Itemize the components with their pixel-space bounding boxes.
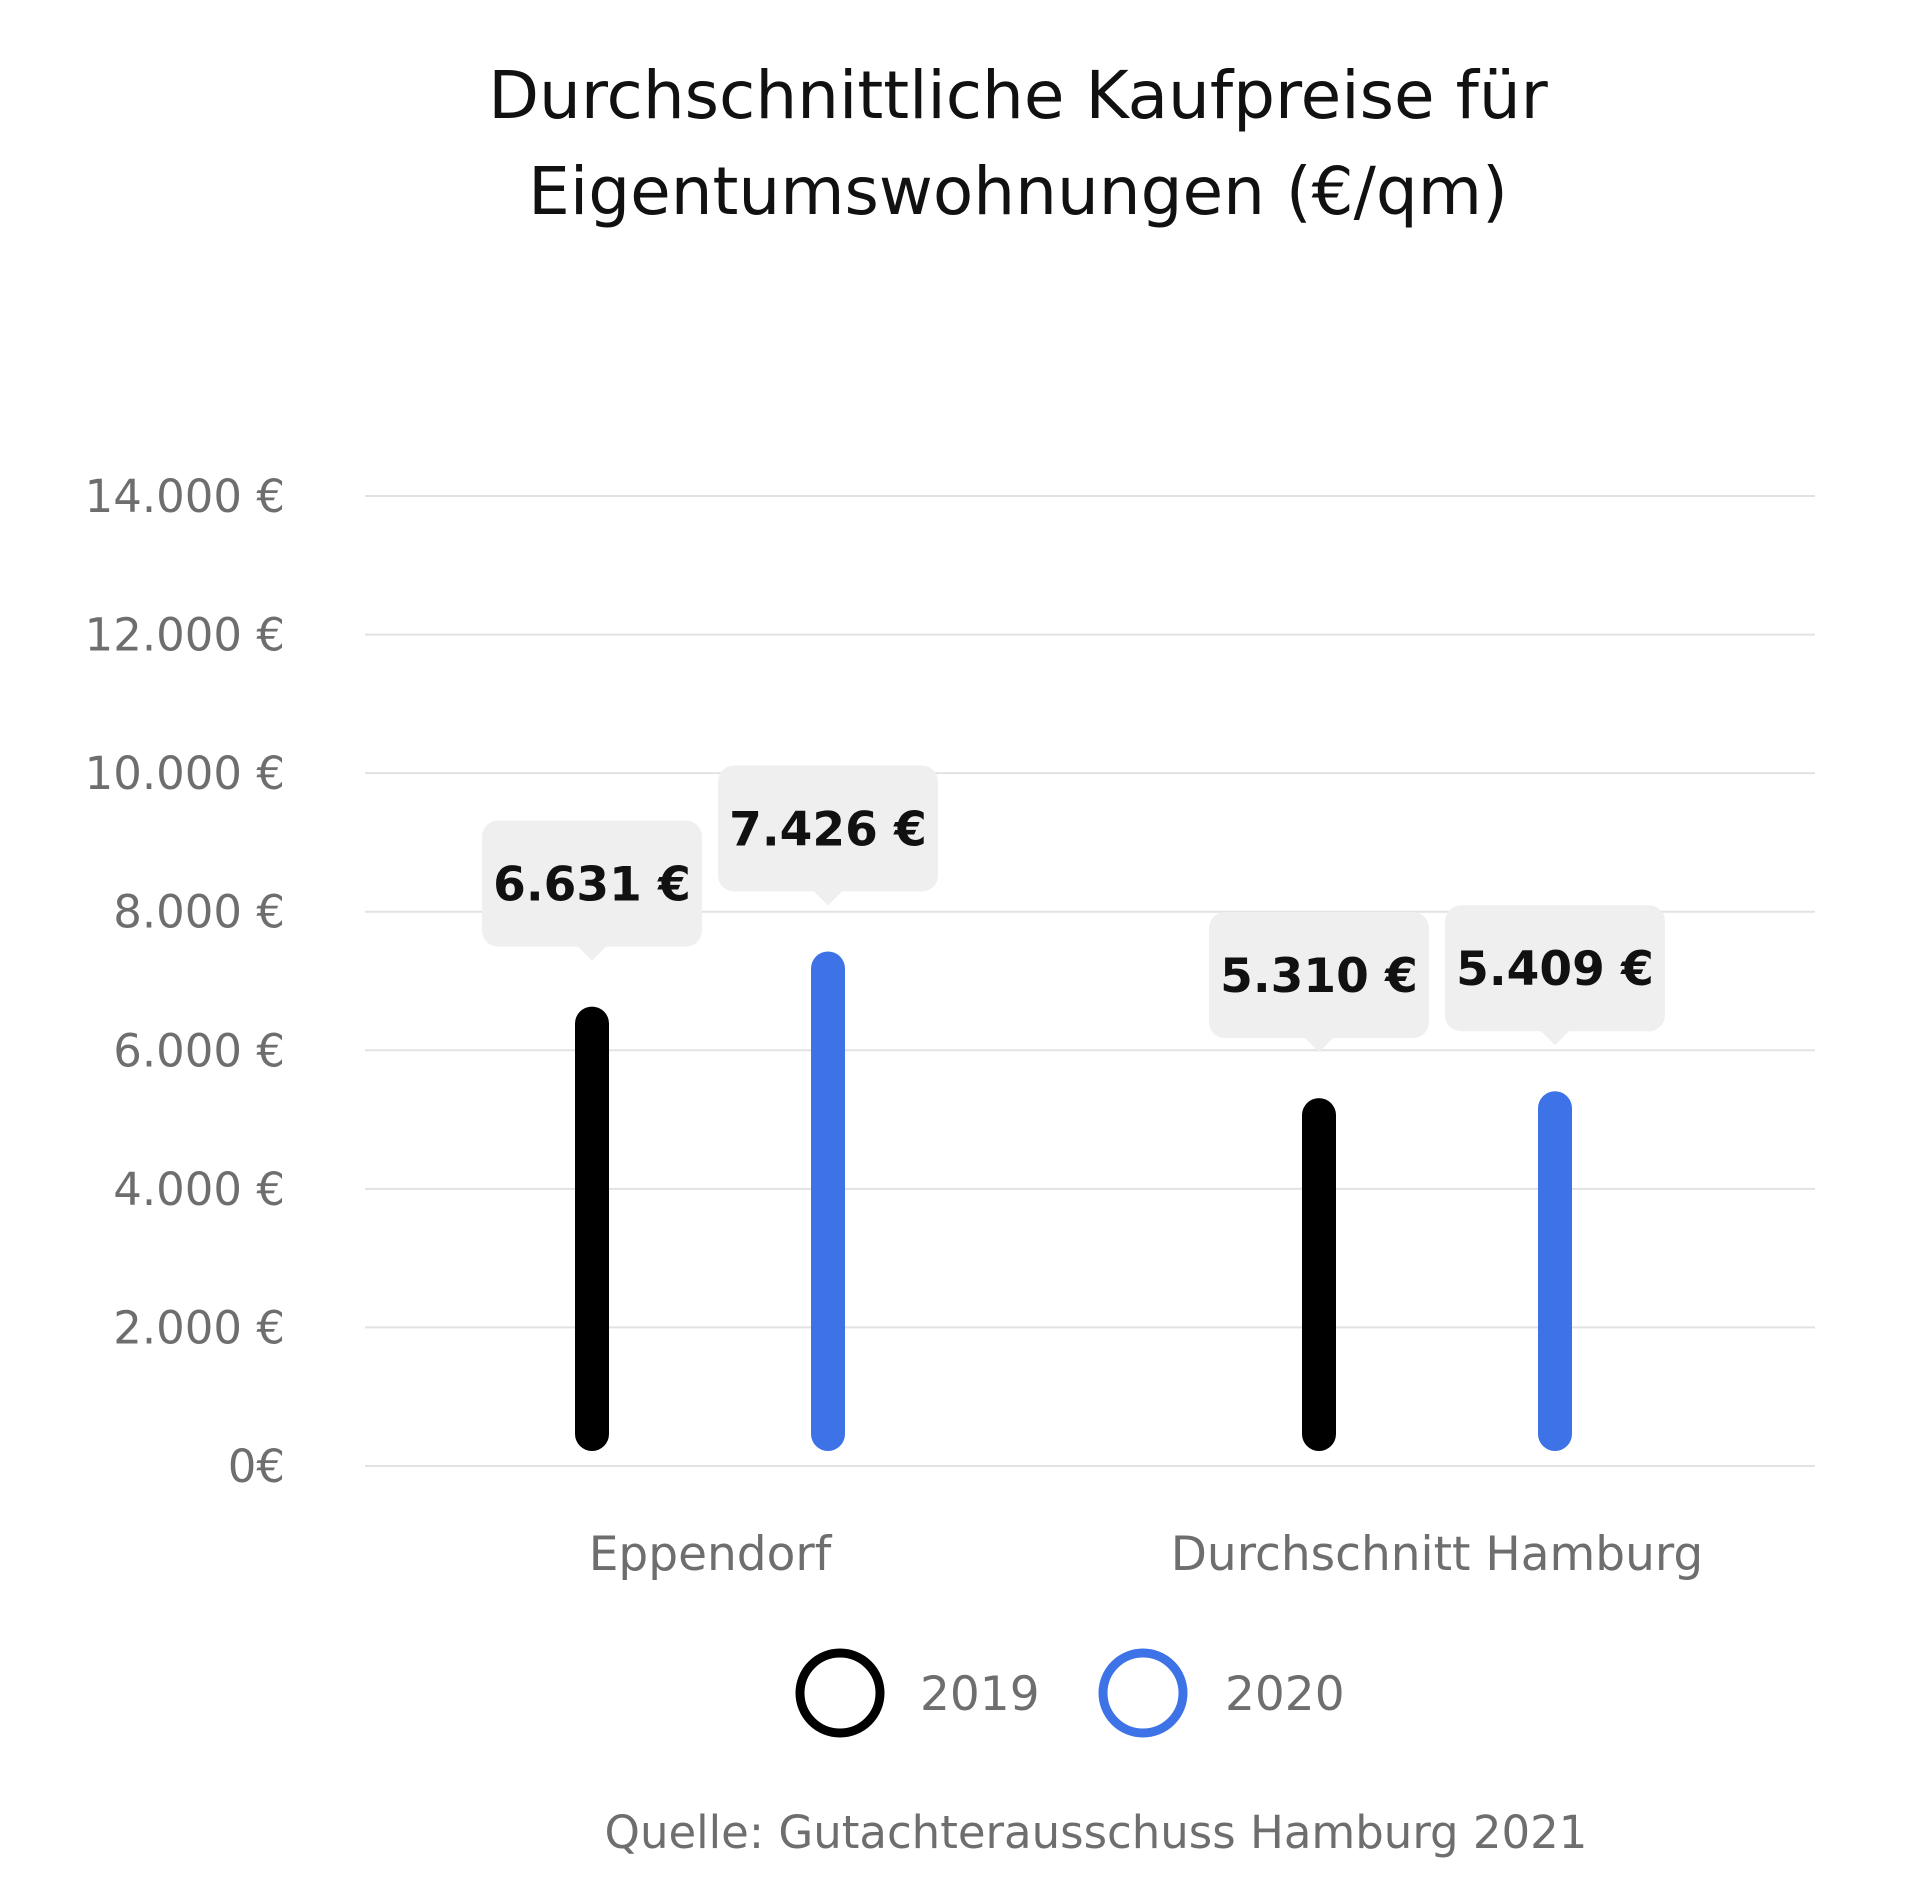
bar-2020-durchschnitt-hamburg[interactable] (1538, 1091, 1572, 1451)
data-label-pointer (1541, 1031, 1569, 1046)
chart-title: Durchschnittliche Kaufpreise für Eigentu… (488, 57, 1548, 230)
data-label-2020-eppendorf: 7.426 € (718, 765, 938, 906)
y-tick-label: 2.000 € (113, 1301, 285, 1354)
data-label-text: 6.631 € (493, 858, 691, 913)
data-label-2020-durchschnitt-hamburg: 5.409 € (1445, 905, 1665, 1046)
data-label-pointer (814, 891, 842, 906)
data-label-box (482, 820, 702, 947)
legend-marker (795, 1648, 885, 1738)
y-tick-label: 10.000 € (85, 747, 285, 800)
x-category-label: Eppendorf (589, 1527, 833, 1582)
data-label-2019-durchschnitt-hamburg: 5.310 € (1209, 912, 1429, 1053)
y-tick-label: 4.000 € (113, 1163, 285, 1216)
y-tick-label: 12.000 € (85, 609, 285, 662)
x-category-label: Durchschnitt Hamburg (1171, 1527, 1704, 1582)
legend-marker (1098, 1648, 1188, 1738)
legend-label: 2019 (920, 1667, 1040, 1722)
chart-title-line-2: Eigentumswohnungen (€/qm) (528, 153, 1508, 230)
bars (575, 951, 1572, 1451)
chart-title-line-1: Durchschnittliche Kaufpreise für (488, 57, 1548, 134)
data-label-text: 5.409 € (1456, 942, 1654, 997)
y-tick-label: 6.000 € (113, 1024, 285, 1077)
y-tick-label: 8.000 € (113, 886, 285, 939)
bar-2019-eppendorf[interactable] (575, 1006, 609, 1451)
data-label-box (1445, 905, 1665, 1032)
y-tick-label: 14.000 € (85, 470, 285, 523)
source-note: Quelle: Gutachterausschuss Hamburg 2021 (605, 1806, 1588, 1859)
legend-item-2020[interactable]: 2020 (1098, 1648, 1345, 1738)
data-label-2019-eppendorf: 6.631 € (482, 820, 702, 961)
data-label-text: 5.310 € (1220, 949, 1418, 1004)
data-label-box (718, 765, 938, 892)
data-label-box (1209, 912, 1429, 1039)
data-labels: 6.631 € 7.426 € 5.310 € 5.409 € (482, 765, 1665, 1053)
data-label-text: 7.426 € (729, 802, 927, 857)
x-axis-category-labels: Eppendorf Durchschnitt Hamburg (589, 1527, 1704, 1582)
y-axis-tick-labels: 0€ 2.000 € 4.000 € 6.000 € 8.000 € 10.000 € 12… (85, 470, 285, 1493)
data-label-pointer (578, 946, 606, 961)
legend-label: 2020 (1225, 1667, 1345, 1722)
bar-2019-durchschnitt-hamburg[interactable] (1302, 1098, 1336, 1451)
bar-2020-eppendorf[interactable] (811, 951, 845, 1451)
data-label-pointer (1305, 1038, 1333, 1053)
legend-item-2019[interactable]: 2019 (795, 1648, 1040, 1738)
legend: 2019 2020 (795, 1648, 1345, 1738)
y-tick-label: 0€ (228, 1440, 285, 1493)
